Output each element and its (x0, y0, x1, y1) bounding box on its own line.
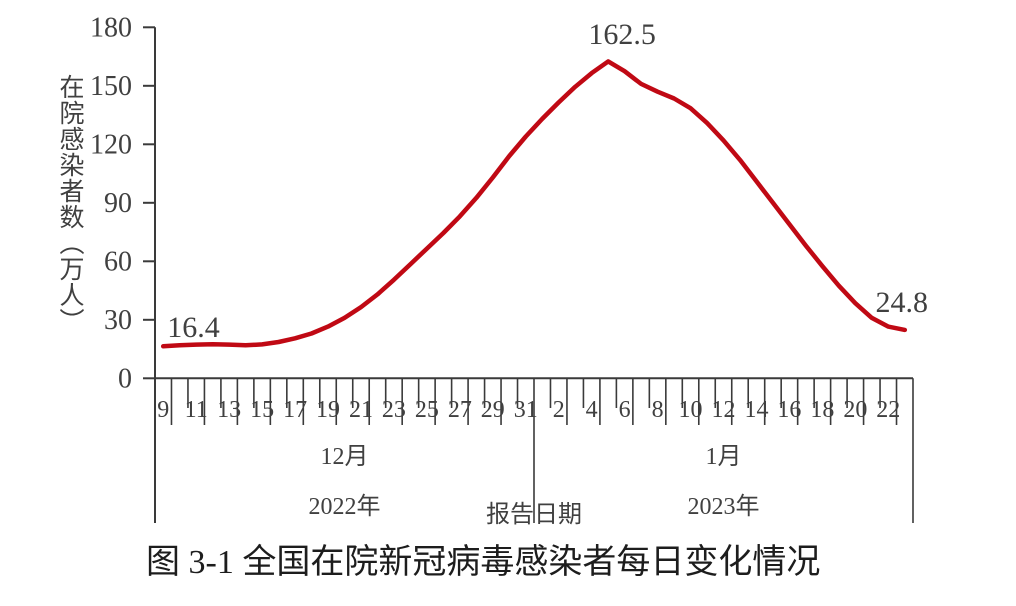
day-label: 29 (481, 397, 505, 423)
x-axis-title: 报告日期 (486, 501, 582, 528)
day-label: 21 (349, 397, 373, 423)
day-label: 23 (382, 397, 406, 423)
day-label: 25 (415, 397, 439, 423)
y-tick-label: 90 (104, 188, 132, 219)
month-label: 1月 (706, 444, 742, 470)
day-label: 8 (652, 397, 664, 423)
y-axis-title: 在院感染者数（万人） (56, 74, 83, 334)
day-label: 9 (157, 397, 169, 423)
day-label: 14 (744, 397, 768, 423)
y-tick-label: 150 (90, 71, 132, 102)
year-label: 2022年 (309, 493, 381, 520)
annotation-label: 24.8 (876, 286, 929, 319)
annotation-label: 162.5 (588, 18, 656, 51)
day-label: 19 (316, 397, 340, 423)
day-label: 6 (619, 397, 631, 423)
day-label: 20 (843, 397, 867, 423)
day-label: 12 (712, 397, 736, 423)
figure-caption: 图 3-1 全国在院新冠病毒感染者每日变化情况 (146, 544, 821, 581)
year-label: 2023年 (688, 493, 760, 520)
day-label: 15 (250, 397, 274, 423)
day-label: 22 (876, 397, 900, 423)
day-label: 31 (514, 397, 538, 423)
day-label: 18 (810, 397, 834, 423)
day-label: 10 (679, 397, 703, 423)
y-tick-label: 30 (104, 305, 132, 336)
day-label: 16 (777, 397, 801, 423)
day-label: 2 (553, 397, 565, 423)
data-line (160, 59, 908, 349)
y-tick-label: 0 (118, 363, 132, 394)
month-label: 12月 (321, 444, 369, 470)
day-label: 27 (448, 397, 472, 423)
y-tick-label: 180 (90, 12, 132, 43)
day-label: 17 (283, 397, 307, 423)
day-label: 13 (217, 397, 241, 423)
day-label: 4 (586, 397, 598, 423)
annotation-label: 16.4 (167, 311, 220, 344)
y-tick-label: 120 (90, 129, 132, 160)
day-label: 11 (185, 397, 208, 423)
y-tick-label: 60 (104, 246, 132, 277)
